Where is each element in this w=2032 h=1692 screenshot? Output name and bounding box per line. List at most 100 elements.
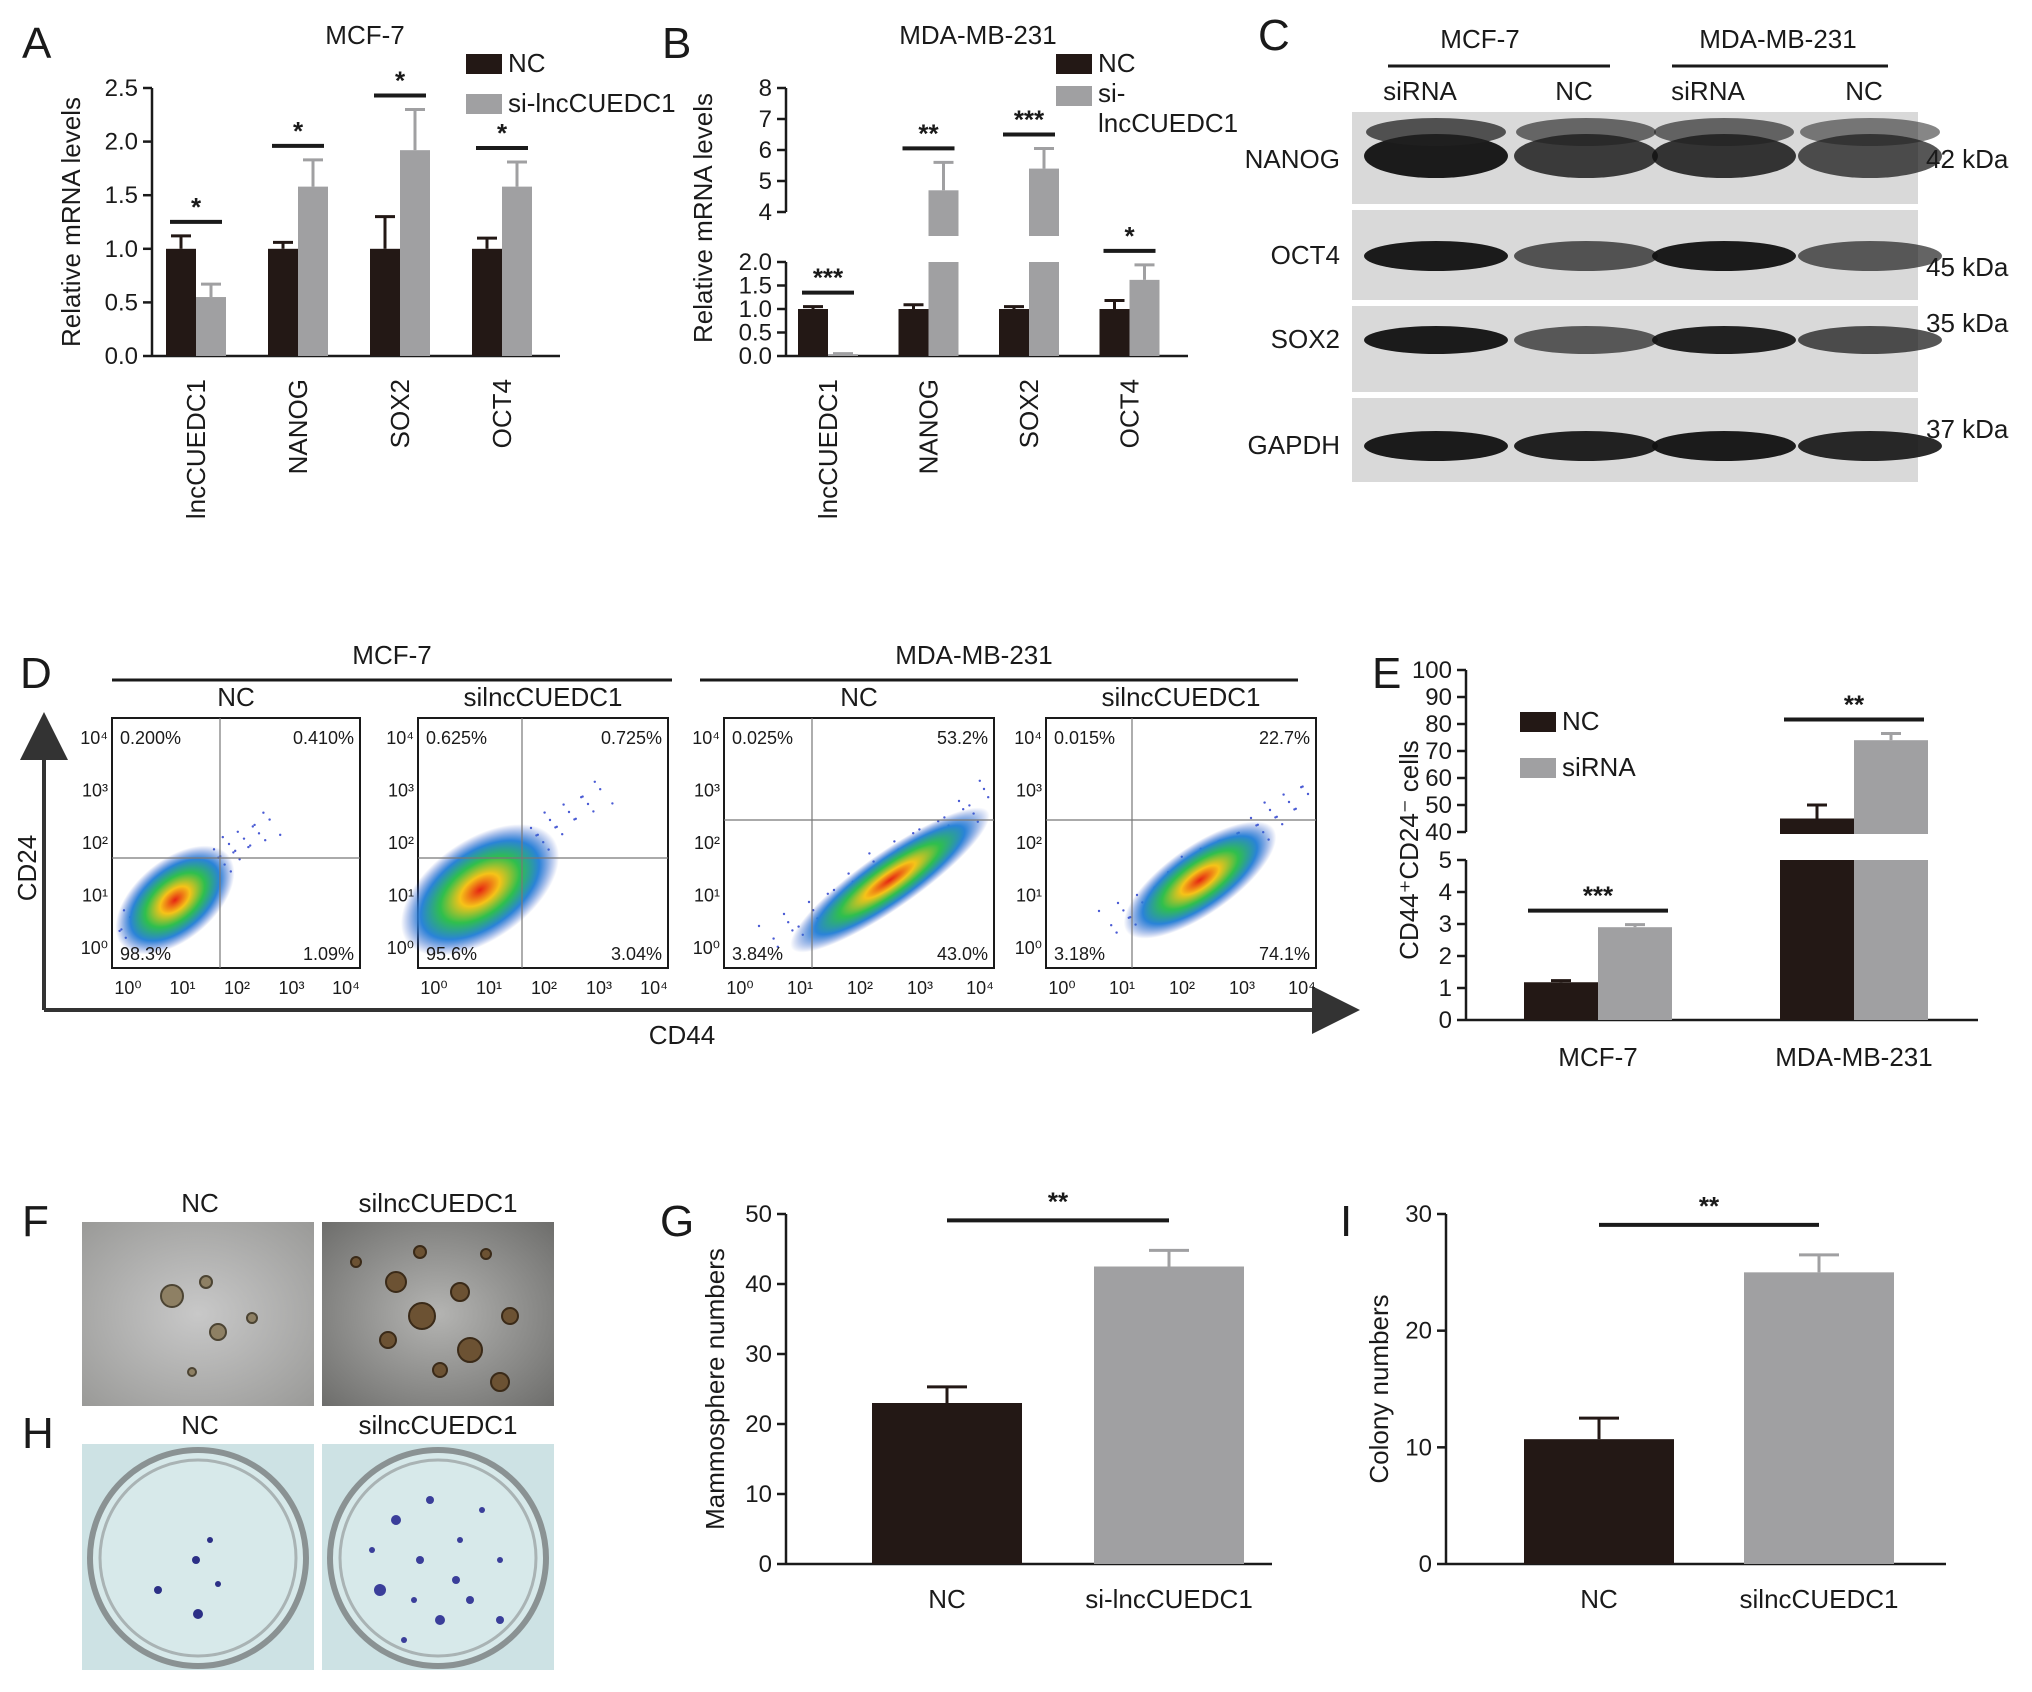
blot-band: [1364, 431, 1508, 461]
flow-plot-title: silncCUEDC1: [1102, 682, 1261, 712]
y-tick-label: 40: [745, 1271, 772, 1298]
blot-band: [1652, 241, 1796, 271]
flow-dot: [968, 804, 971, 807]
mammosphere: [450, 1282, 470, 1302]
blot-lane-1: siRNA: [1383, 76, 1457, 106]
y-tick-label: 30: [1405, 1201, 1432, 1228]
blot-protein-label: SOX2: [1271, 324, 1340, 354]
bar-break-gap: [1028, 236, 1060, 262]
colony-dish-nc-rim: [98, 1458, 298, 1658]
colony: [369, 1547, 375, 1553]
colony-label-si: silncCUEDC1: [359, 1410, 518, 1440]
y-tick-label: 50: [745, 1201, 772, 1228]
colony: [154, 1586, 162, 1594]
flow-y-tick-label: 10³: [1016, 781, 1042, 801]
flow-dot: [776, 945, 779, 948]
x-tick-label: silncCUEDC1: [1740, 1584, 1899, 1614]
flow-dot: [1097, 909, 1101, 913]
flow-dot: [236, 830, 239, 833]
colony: [479, 1507, 485, 1513]
bar: [1524, 1439, 1674, 1564]
flow-dot: [586, 802, 590, 806]
flow-x-tick-label: 10¹: [1109, 978, 1135, 998]
mammosphere: [379, 1331, 397, 1349]
flow-dot: [807, 900, 811, 904]
colony-label-nc: NC: [181, 1410, 219, 1440]
flow-x-tick-label: 10⁰: [1048, 978, 1075, 998]
flow-plot: NC 0.200% 0.410% 98.3% 1.09% 10⁰ 10⁰ 10¹ 10¹ 10² 1…: [80, 682, 361, 998]
flow-dot: [847, 872, 850, 875]
flow-dot: [1282, 793, 1285, 796]
y-tick-label: 30: [745, 1341, 772, 1368]
flow-y-tick-label: 10⁰: [81, 938, 108, 958]
x-tick-label: OCT4: [487, 379, 517, 448]
quadrant-lr: 74.1%: [1259, 944, 1310, 964]
flow-dot: [791, 929, 794, 932]
flow-y-tick-label: 10³: [388, 781, 414, 801]
colony-images: NC silncCUEDC1: [82, 1410, 554, 1670]
panel-label-g: G: [660, 1197, 694, 1246]
y-tick-label: 2: [1439, 943, 1452, 970]
significance-mark: ***: [1583, 881, 1614, 911]
x-tick-label: si-lncCUEDC1: [1085, 1584, 1253, 1614]
y-tick-label: 0: [759, 1551, 772, 1578]
significance-mark: *: [191, 192, 202, 222]
flow-group-mda: MDA-MB-231: [895, 640, 1052, 670]
quadrant-ul: 0.015%: [1054, 728, 1115, 748]
colony: [452, 1576, 460, 1584]
significance-mark: ***: [1014, 104, 1045, 134]
bar: [928, 190, 959, 356]
x-tick-label: NC: [928, 1584, 966, 1614]
bar: [472, 248, 502, 356]
colony: [457, 1537, 463, 1543]
legend-swatch: [1520, 712, 1556, 732]
significance-mark: **: [1844, 689, 1865, 719]
legend-label: lncCUEDC1: [1098, 108, 1238, 138]
blot-size-label: 42 kDa: [1926, 144, 2009, 174]
flow-dot: [1281, 823, 1284, 826]
y-tick-label: 0: [1419, 1551, 1432, 1578]
flow-y-tick-label: 10⁰: [1015, 938, 1042, 958]
flow-plot: silncCUEDC1 0.015% 22.7% 3.18% 74.1% 10⁰ 10⁰ 10…: [1014, 682, 1317, 998]
flow-density: [1123, 821, 1277, 939]
blot-band: [1364, 134, 1508, 178]
flow-dot: [757, 924, 761, 928]
bar: [872, 1403, 1022, 1564]
colony: [215, 1581, 221, 1587]
mammosphere: [160, 1284, 184, 1308]
legend-label: siRNA: [1562, 752, 1636, 782]
flow-x-tick-label: 10³: [586, 978, 612, 998]
blot-band: [1516, 118, 1656, 146]
y-tick-label: 7: [759, 106, 772, 133]
flow-y-tick-label: 10²: [1016, 833, 1042, 853]
legend-swatch: [1520, 758, 1556, 778]
mammosphere: [413, 1245, 427, 1259]
y-axis-label: CD44⁺CD24⁻ cells: [1394, 740, 1424, 960]
x-tick-label: NANOG: [914, 379, 944, 474]
flow-y-tick-label: 10⁴: [1014, 728, 1042, 748]
blot-size-label: 37 kDa: [1926, 414, 2009, 444]
bar-break-gap: [1779, 834, 1855, 860]
blot-band: [1800, 118, 1940, 146]
blot-group-mcf7: MCF-7: [1440, 24, 1519, 54]
colony: [416, 1556, 424, 1564]
flow-dot: [262, 811, 265, 814]
flow-dot: [893, 840, 896, 843]
mammosphere: [209, 1323, 227, 1341]
mammosphere: [490, 1372, 510, 1392]
significance-mark: *: [497, 118, 508, 148]
quadrant-ur: 0.725%: [601, 728, 662, 748]
panel-label-c: C: [1258, 11, 1290, 60]
flow-x-tick-label: 10⁴: [640, 978, 668, 998]
flow-dot: [264, 839, 267, 842]
chart-i-colony: 0 10 20 30 Colony numbers NC silncCUEDC1 **: [1364, 1191, 1946, 1614]
flow-x-tick-label: 10⁰: [114, 978, 141, 998]
mammosphere: [480, 1248, 492, 1260]
mammosphere: [432, 1362, 448, 1378]
y-tick-label: 5: [1439, 847, 1452, 874]
y-tick-label: 100: [1412, 657, 1452, 684]
quadrant-lr: 1.09%: [303, 944, 354, 964]
flow-dot: [772, 937, 775, 940]
bar: [1744, 1272, 1894, 1564]
